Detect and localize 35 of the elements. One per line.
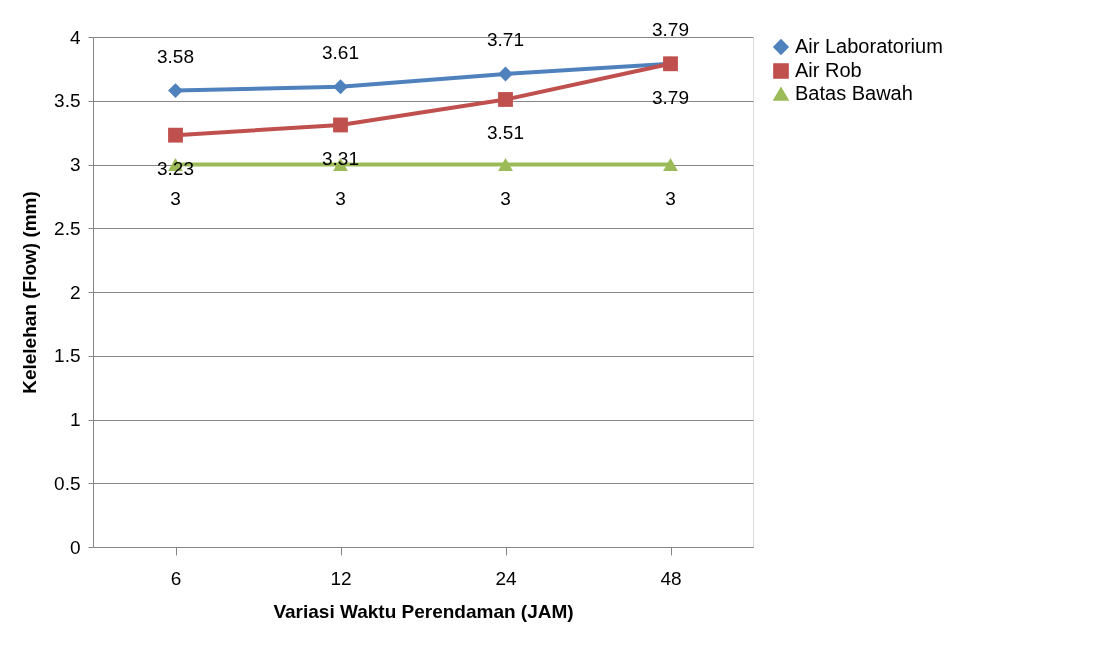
y-tick-label: 4 [69, 26, 81, 48]
y-tick-label: 0.5 [54, 472, 81, 494]
data-label: 3 [500, 187, 511, 209]
data-label: 3 [170, 187, 181, 209]
x-tick-label: 6 [170, 567, 182, 589]
point [663, 158, 678, 171]
point [498, 92, 513, 107]
data-label: 3.71 [487, 28, 524, 50]
data-label: 3 [665, 187, 676, 209]
y-tick-label: 0 [69, 536, 81, 558]
x-axis-title: Variasi Waktu Perendaman (JAM) [273, 600, 574, 622]
data-label: 3.51 [487, 122, 524, 144]
legend-label: Air Laboratorium [795, 35, 943, 57]
y-tick-label: 1.5 [54, 345, 81, 367]
y-tick-label: 3.5 [54, 90, 81, 112]
data-label: 3.61 [322, 41, 359, 63]
y-tick-label: 2 [69, 281, 81, 303]
data-label: 3.79 [652, 86, 689, 108]
point [168, 127, 183, 143]
data-label: 3.58 [157, 45, 194, 67]
x-tick-label: 24 [495, 567, 517, 589]
y-axis-title: Kelelehan (Flow) (mm) [19, 191, 41, 394]
legend-label: Air Rob [795, 59, 862, 81]
data-label: 3.79 [652, 18, 689, 40]
x-tick-label: 12 [330, 567, 352, 589]
point [498, 158, 513, 171]
y-tick-label: 1 [69, 409, 81, 430]
y-tick-label: 2.5 [54, 217, 81, 239]
point [333, 117, 348, 133]
legend-label: Batas Bawah [795, 82, 913, 104]
data-label: 3 [335, 187, 346, 209]
x-tick-label: 48 [660, 567, 682, 589]
point [333, 79, 348, 95]
point [168, 83, 183, 98]
y-tick-label: 3 [69, 154, 81, 175]
